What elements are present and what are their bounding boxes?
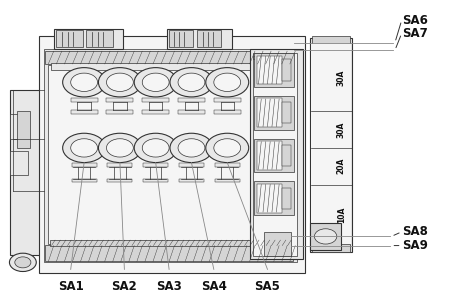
Bar (311, 111, 351, 148)
Bar (10, 151, 28, 175)
Bar (254, 53, 294, 87)
Bar (50, 63, 294, 70)
Bar (254, 181, 294, 215)
Bar (178, 110, 205, 114)
Bar (253, 53, 297, 256)
Bar (45, 245, 293, 261)
Bar (250, 49, 303, 259)
Text: SA4: SA4 (201, 280, 227, 293)
Bar (167, 29, 232, 49)
Bar (254, 96, 294, 130)
Bar (311, 44, 351, 111)
Bar (282, 188, 291, 209)
Bar (257, 141, 282, 170)
Circle shape (142, 73, 169, 91)
Circle shape (9, 253, 36, 272)
Text: SA2: SA2 (112, 280, 137, 293)
Circle shape (63, 68, 106, 97)
Bar (312, 36, 350, 44)
Bar (107, 110, 133, 114)
Bar (107, 98, 133, 102)
Bar (143, 163, 168, 167)
Circle shape (214, 73, 241, 91)
Bar (310, 223, 341, 250)
Bar (10, 114, 28, 139)
Bar (86, 30, 113, 47)
Circle shape (178, 139, 205, 157)
Text: SA7: SA7 (402, 27, 428, 40)
Bar (214, 98, 241, 102)
Bar (197, 30, 221, 47)
Bar (108, 163, 132, 167)
Bar (311, 184, 351, 244)
Bar (178, 98, 205, 102)
Bar (10, 90, 44, 255)
Bar (44, 49, 297, 262)
Bar (71, 98, 98, 102)
Text: SA6: SA6 (402, 14, 428, 27)
Circle shape (214, 139, 241, 157)
Bar (108, 179, 132, 182)
Circle shape (178, 73, 205, 91)
Text: 10A: 10A (337, 207, 346, 223)
Bar (54, 29, 123, 49)
Bar (179, 179, 204, 182)
Bar (215, 163, 240, 167)
Bar (264, 232, 291, 256)
Bar (142, 98, 169, 102)
Text: SA8: SA8 (402, 225, 428, 238)
Bar (50, 240, 291, 245)
Circle shape (170, 68, 213, 97)
Bar (254, 139, 294, 172)
Bar (45, 51, 293, 64)
Text: SA1: SA1 (58, 280, 84, 293)
Bar (142, 110, 169, 114)
Text: SA5: SA5 (255, 280, 280, 293)
Bar (310, 38, 352, 252)
Bar (312, 244, 350, 252)
Bar (143, 179, 168, 182)
Bar (72, 179, 97, 182)
Circle shape (107, 139, 133, 157)
Bar (17, 111, 31, 148)
Circle shape (63, 133, 106, 163)
Text: 30A: 30A (337, 121, 346, 138)
Circle shape (170, 133, 213, 163)
Text: SA9: SA9 (402, 239, 428, 252)
Text: SA3: SA3 (156, 280, 182, 293)
Bar (72, 163, 97, 167)
Circle shape (107, 73, 133, 91)
Circle shape (315, 229, 337, 244)
Bar (282, 102, 291, 124)
Bar (311, 148, 351, 184)
Bar (179, 163, 204, 167)
Circle shape (99, 68, 141, 97)
Bar (282, 145, 291, 166)
Bar (48, 66, 290, 244)
Bar (215, 179, 240, 182)
Bar (257, 99, 282, 127)
Circle shape (206, 68, 249, 97)
Circle shape (71, 73, 98, 91)
Circle shape (206, 133, 249, 163)
Bar (257, 184, 282, 213)
Circle shape (71, 139, 98, 157)
Bar (71, 110, 98, 114)
Circle shape (134, 68, 177, 97)
Bar (40, 36, 306, 273)
Circle shape (99, 133, 141, 163)
Bar (282, 59, 291, 81)
Bar (253, 56, 279, 59)
Circle shape (142, 139, 169, 157)
Text: 30A: 30A (337, 70, 346, 86)
Bar (169, 30, 193, 47)
Circle shape (15, 257, 31, 268)
Bar (56, 30, 83, 47)
Bar (257, 56, 282, 84)
Bar (214, 110, 241, 114)
Circle shape (134, 133, 177, 163)
Text: 20A: 20A (337, 158, 346, 174)
